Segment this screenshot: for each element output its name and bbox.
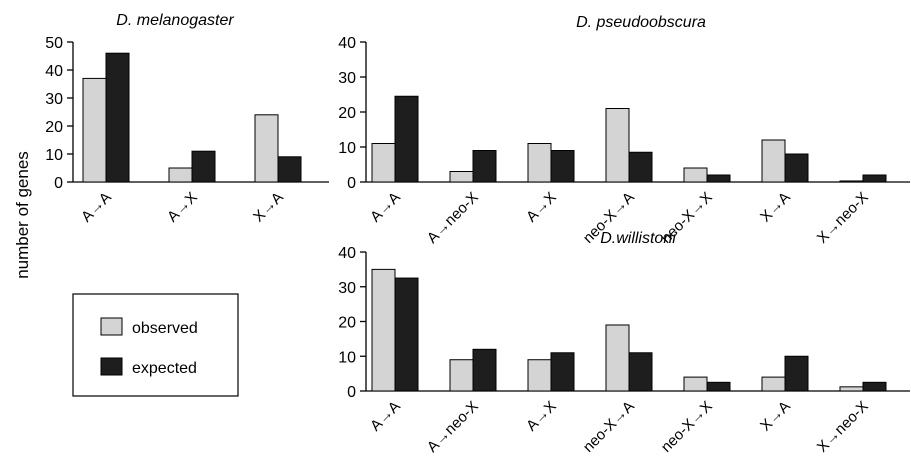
bar-expected (628, 352, 653, 392)
x-tick-label: A→neo-X (424, 189, 482, 247)
shared-y-axis-label: number of genes (13, 151, 32, 279)
y-tick-label: 30 (45, 91, 63, 108)
bar-expected (784, 355, 809, 392)
bar-observed (605, 108, 630, 183)
y-tick-label: 40 (338, 245, 356, 262)
legend-label-observed: observed (132, 320, 198, 337)
y-tick-label: 10 (338, 140, 356, 157)
bar-observed (371, 268, 396, 392)
y-tick-label: 10 (45, 147, 63, 164)
y-tick-label: 40 (338, 35, 356, 52)
bar-expected (472, 348, 497, 392)
x-tick-label: X→A (757, 398, 794, 435)
bar-observed (683, 376, 708, 392)
legend-swatch-expected (100, 357, 123, 376)
x-tick-label: neo-X→A (580, 398, 638, 456)
bar-expected (706, 174, 731, 183)
chart-panel-1: D. melanogaster 0 10 20 30 40 50 A→A A→X X→A (45, 12, 329, 226)
y-tick-label: 50 (45, 35, 63, 52)
bar-expected (550, 150, 575, 183)
x-tick-label: A→X (523, 398, 560, 435)
bar-expected (550, 352, 575, 392)
bar-expected (105, 52, 130, 183)
x-tick-label: X→neo-X (814, 189, 872, 247)
x-tick-label: X→A (757, 189, 794, 226)
x-tick-label: A→A (367, 398, 404, 435)
y-tick-label: 30 (338, 70, 356, 87)
bar-observed (527, 143, 552, 183)
bar-expected (191, 150, 216, 183)
legend: observed expected (72, 293, 239, 397)
bar-expected (277, 156, 302, 183)
y-tick-label: 20 (45, 119, 63, 136)
x-tick-label: A→A (78, 189, 115, 226)
chart-title: D.willistoni (600, 230, 676, 247)
y-tick-label: 0 (54, 175, 63, 192)
x-tick-label: X→A (250, 189, 287, 226)
y-tick-label: 40 (45, 63, 63, 80)
x-tick-label: A→neo-X (424, 398, 482, 456)
bar-observed (82, 77, 107, 183)
chart-title: D. pseudoobscura (576, 14, 706, 31)
bar-expected (394, 95, 419, 183)
bar-observed (449, 171, 474, 183)
chart-title: D. melanogaster (116, 12, 234, 29)
bar-observed (761, 376, 786, 392)
bar-expected (862, 381, 887, 392)
bar-observed (168, 167, 193, 183)
bar-observed (527, 359, 552, 392)
bar-observed (605, 324, 630, 392)
x-tick-label: X→neo-X (814, 398, 872, 456)
bar-observed (839, 386, 864, 392)
y-tick-label: 0 (347, 175, 356, 192)
y-tick-label: 20 (338, 315, 356, 332)
bar-observed (254, 114, 279, 183)
y-tick-label: 30 (338, 280, 356, 297)
bar-expected (784, 153, 809, 183)
bar-expected (394, 277, 419, 392)
x-tick-label: neo-X→X (658, 398, 716, 456)
y-tick-label: 20 (338, 105, 356, 122)
bar-observed (449, 359, 474, 392)
bar-observed (761, 139, 786, 183)
bar-expected (862, 174, 887, 183)
bar-expected (628, 151, 653, 183)
legend-label-expected: expected (132, 360, 197, 377)
y-tick-label: 10 (338, 349, 356, 366)
x-tick-label: A→X (523, 189, 560, 226)
legend-swatch-observed (100, 317, 123, 336)
bar-observed (839, 180, 864, 183)
bar-expected (706, 381, 731, 392)
chart-panel-3: D.willistoni 0 10 20 30 40 A→A A→neo-X A→X neo-X→… (338, 230, 910, 456)
x-tick-label: A→A (367, 189, 404, 226)
x-tick-label: A→X (164, 189, 201, 226)
bar-observed (683, 167, 708, 183)
legend-box (72, 293, 239, 397)
y-tick-label: 0 (347, 384, 356, 401)
bar-expected (472, 150, 497, 183)
bar-observed (371, 143, 396, 183)
